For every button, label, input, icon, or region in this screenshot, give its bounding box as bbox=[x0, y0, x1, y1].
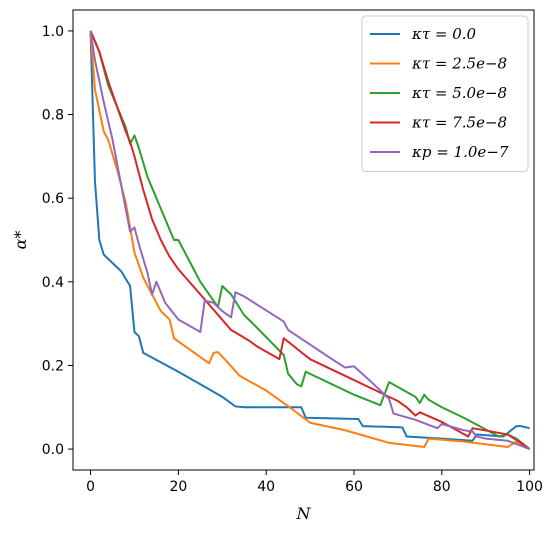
x-tick-label: 0 bbox=[86, 479, 95, 495]
series-line-2 bbox=[89, 30, 531, 450]
series-line-1 bbox=[89, 30, 530, 442]
y-tick-label: 0.2 bbox=[42, 358, 64, 374]
x-tick-label: 20 bbox=[169, 479, 187, 495]
y-tick-label: 0.0 bbox=[42, 442, 64, 458]
x-tick-label: 40 bbox=[257, 479, 275, 495]
series-line-3 bbox=[89, 30, 531, 450]
y-axis-label: α* bbox=[11, 231, 30, 250]
y-tick-label: 1.0 bbox=[42, 24, 64, 40]
x-axis-label: N bbox=[296, 504, 312, 523]
legend-label: κτ = 7.5e−8 bbox=[411, 114, 507, 132]
y-tick-label: 0.4 bbox=[42, 275, 64, 291]
y-tick-label: 0.8 bbox=[42, 108, 64, 124]
series-line-5 bbox=[89, 30, 530, 451]
series-layer bbox=[89, 30, 531, 451]
x-tick-label: 60 bbox=[345, 479, 363, 495]
x-tick-label: 100 bbox=[516, 479, 543, 495]
legend-label: κp = 1.0e−7 bbox=[411, 143, 509, 161]
y-axis: 0.0 0.2 0.4 0.6 0.8 1.0 bbox=[42, 24, 73, 458]
x-tick-label: 80 bbox=[433, 479, 451, 495]
legend-label: κτ = 5.0e−8 bbox=[411, 84, 507, 102]
legend: κτ = 0.0 κτ = 2.5e−8 κτ = 5.0e−8 κτ = 7.5e−… bbox=[361, 15, 529, 172]
plot-frame bbox=[72, 9, 535, 471]
legend-box bbox=[361, 15, 529, 172]
x-axis: 0 20 40 60 80 100 bbox=[86, 470, 543, 495]
y-tick-label: 0.6 bbox=[42, 191, 64, 207]
legend-label: κτ = 0.0 bbox=[411, 25, 477, 43]
legend-label: κτ = 2.5e−8 bbox=[411, 55, 507, 73]
